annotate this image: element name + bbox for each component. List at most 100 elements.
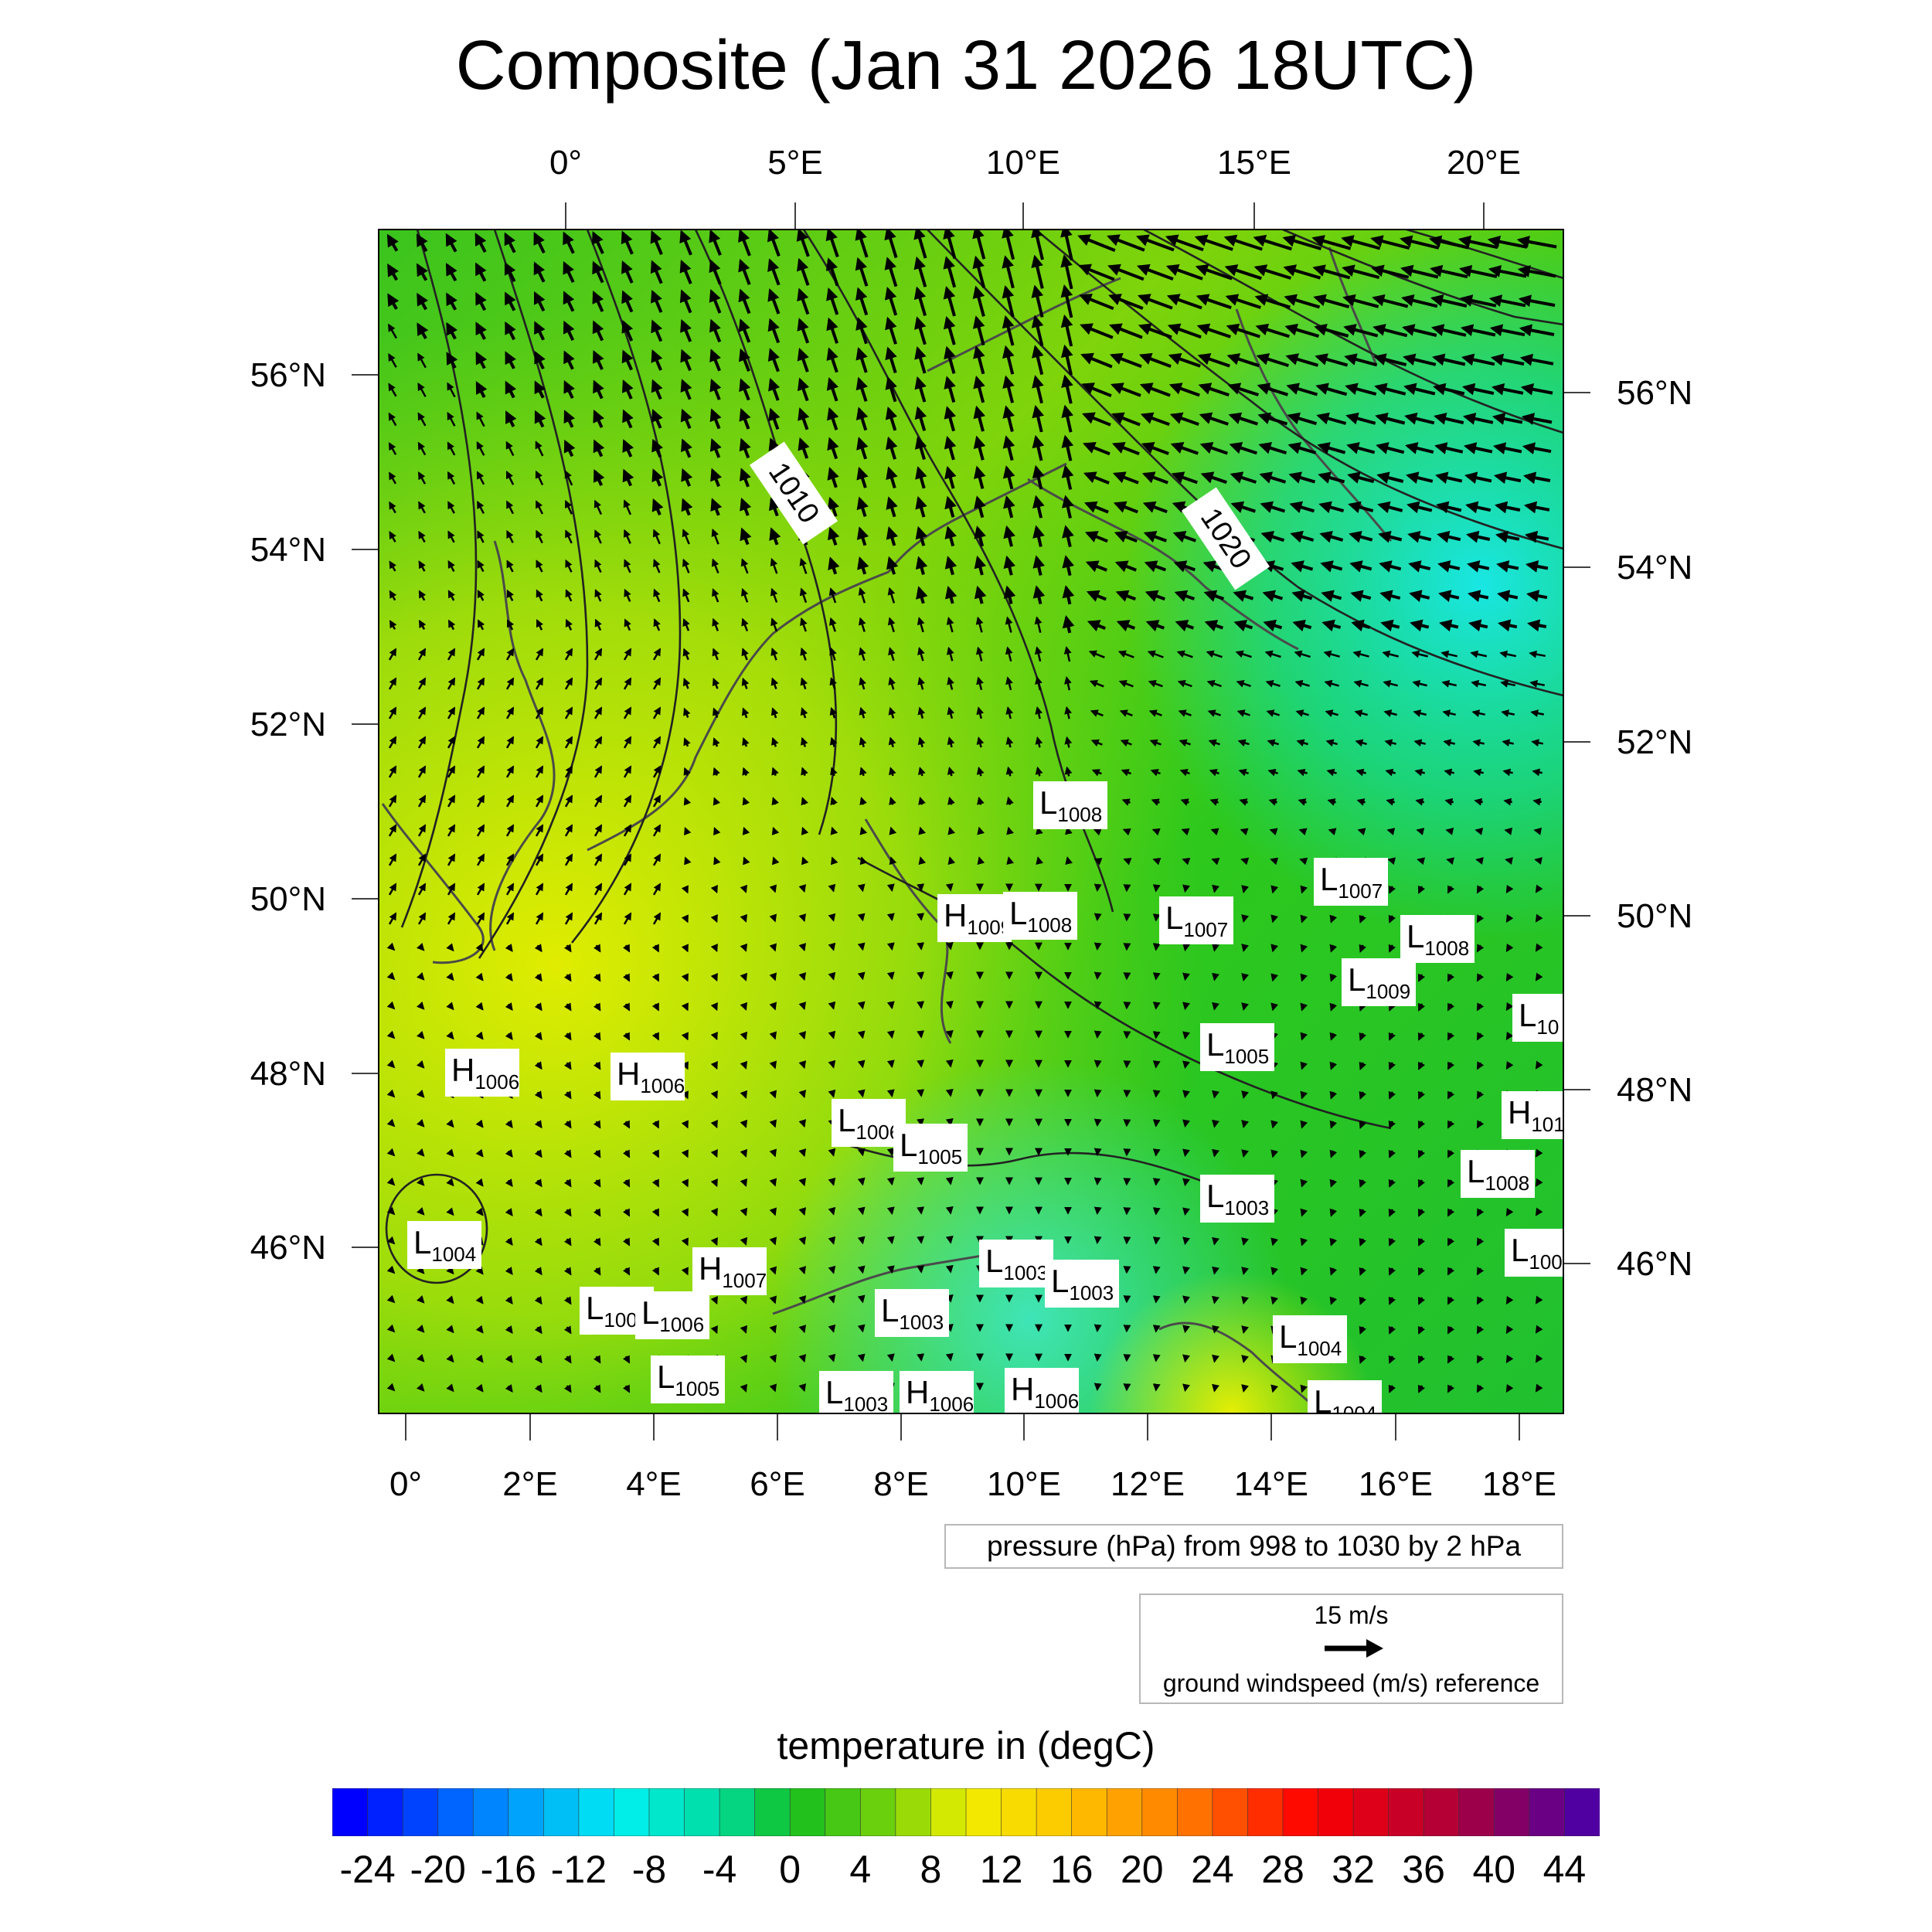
- left-axis-label: 54°N: [250, 531, 326, 569]
- wind-vector: [801, 767, 808, 777]
- wind-vector: [389, 560, 396, 572]
- wind-vector: [1111, 441, 1140, 456]
- wind-vector: [829, 647, 837, 661]
- wind-vector: [623, 677, 632, 690]
- wind-vector: [889, 767, 896, 777]
- wind-vector: [1237, 739, 1250, 747]
- wind-vector: [798, 1266, 807, 1275]
- wind-vector: [947, 796, 955, 805]
- wind-vector: [1437, 560, 1461, 573]
- wind-vector: [1182, 1178, 1190, 1187]
- wind-vector: [1230, 471, 1257, 484]
- wind-vector: [564, 706, 573, 719]
- wind-vector: [1351, 619, 1371, 632]
- wind-vector: [767, 318, 781, 344]
- wind-vector: [798, 1207, 807, 1216]
- colorbar-tick-label: 40: [1472, 1848, 1516, 1891]
- wind-vector: [826, 377, 839, 402]
- wind-vector: [651, 289, 663, 313]
- wind-vector: [972, 255, 986, 288]
- wind-vector: [1267, 739, 1279, 747]
- wind-vector: [1500, 679, 1516, 688]
- wind-vector: [1061, 434, 1074, 461]
- wind-vector: [623, 765, 632, 778]
- pressure-center-label: L1007: [1159, 896, 1233, 944]
- wind-vector: [884, 257, 898, 287]
- wind-vector: [769, 972, 777, 981]
- wind-vector: [651, 409, 663, 429]
- wind-vector: [681, 438, 692, 458]
- left-axis-label: 46°N: [250, 1229, 326, 1267]
- colorbar-swatch: [860, 1788, 896, 1836]
- wind-vector: [1107, 234, 1145, 252]
- right-axis-label: 52°N: [1617, 723, 1692, 761]
- wind-vector: [768, 407, 781, 430]
- wind-vector: [1315, 383, 1348, 396]
- wind-reference-speed: 15 m/s: [1314, 1601, 1389, 1629]
- wind-vector: [476, 765, 485, 778]
- colorbar-tick-label: -16: [480, 1848, 536, 1891]
- wind-vector: [1529, 650, 1546, 658]
- wind-vector: [740, 497, 752, 516]
- wind-vector: [1291, 560, 1314, 573]
- wind-vector: [799, 587, 808, 604]
- wind-vector: [798, 1148, 807, 1158]
- wind-vector: [476, 440, 485, 456]
- wind-vector: [1264, 650, 1281, 658]
- wind-vector: [1352, 650, 1369, 658]
- wind-vector: [417, 706, 427, 719]
- bottom-axis-labels: 0° 2°E 4°E 6°E 8°E 10°E 12°E 14°E 16°E 1…: [389, 1465, 1556, 1503]
- wind-vector: [914, 316, 927, 345]
- wind-vector: [386, 263, 399, 281]
- colorbar-tick-label: -24: [339, 1848, 396, 1891]
- wind-vector: [770, 677, 779, 690]
- wind-vector: [857, 1030, 866, 1039]
- wind-vector: [859, 856, 868, 866]
- wind-vector: [1088, 650, 1105, 658]
- wind-vector: [1257, 412, 1288, 426]
- wind-vector: [679, 259, 692, 284]
- wind-vector: [1323, 650, 1340, 658]
- wind-vector: [973, 345, 985, 375]
- wind-vector: [1376, 442, 1405, 454]
- colorbar-swatch: [789, 1788, 826, 1836]
- wind-vector: [1372, 324, 1408, 338]
- wind-vector: [447, 501, 455, 514]
- pressure-center-type: L: [985, 1243, 1003, 1279]
- wind-vector: [856, 437, 869, 460]
- wind-vector: [1114, 531, 1138, 543]
- wind-vector: [653, 618, 661, 631]
- wind-vector: [1196, 323, 1231, 338]
- pressure-center-label: L1004: [1273, 1315, 1347, 1363]
- wind-vector: [1035, 766, 1043, 777]
- wind-vector: [1135, 234, 1175, 252]
- wind-vector: [1212, 1148, 1219, 1158]
- wind-vector: [1289, 501, 1315, 514]
- wind-vector: [1141, 471, 1168, 485]
- wind-vector: [388, 412, 397, 427]
- wind-vector: [505, 677, 515, 690]
- pressure-contour-note: pressure (hPa) from 998 to 1030 by 2 hPa: [944, 1524, 1563, 1569]
- wind-vector: [855, 376, 868, 402]
- wind-vector: [681, 498, 693, 516]
- wind-vector: [887, 617, 896, 633]
- wind-vector: [1490, 353, 1525, 366]
- wind-vector: [1229, 442, 1258, 455]
- pressure-center-label: L1003: [979, 1240, 1053, 1287]
- wind-vector: [1406, 471, 1434, 484]
- wind-vector: [1002, 375, 1015, 403]
- wind-vector: [798, 437, 810, 459]
- wind-vector: [536, 529, 543, 544]
- wind-vector: [1064, 675, 1072, 691]
- wind-vector: [1441, 679, 1457, 688]
- wind-vector: [856, 526, 869, 546]
- pressure-center-label: L1005: [651, 1355, 725, 1403]
- wind-vector: [1031, 345, 1044, 376]
- wind-vector: [798, 1090, 807, 1099]
- wind-vector: [1314, 323, 1349, 338]
- wind-vector: [445, 233, 457, 253]
- wind-vector: [445, 262, 457, 282]
- wind-vector: [1257, 383, 1289, 396]
- wind-vector: [713, 707, 720, 719]
- colorbar-tick-label: 28: [1261, 1848, 1304, 1891]
